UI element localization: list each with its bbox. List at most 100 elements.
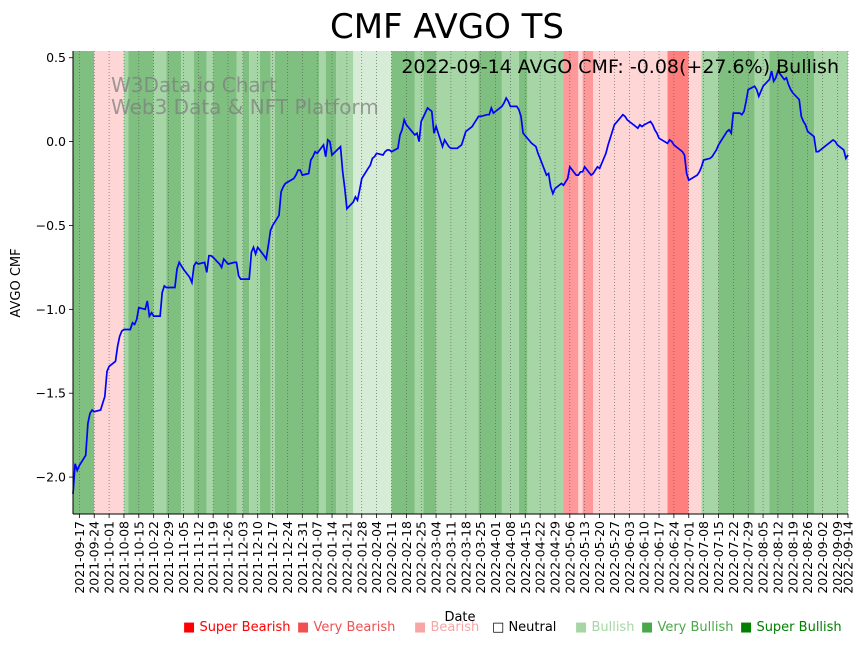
x-tick-label: 2021-10-01 bbox=[102, 521, 117, 594]
regime-band-bullish bbox=[249, 51, 260, 514]
legend: ■ Super Bearish ■ Very Bearish ■ Bearish… bbox=[0, 620, 867, 640]
regime-band-very_bearish bbox=[563, 51, 579, 514]
regime-band-bullish bbox=[814, 51, 848, 514]
legend-label: Bearish bbox=[430, 620, 480, 635]
x-tick-label: 2022-01-21 bbox=[339, 521, 354, 594]
legend-label: Very Bullish bbox=[657, 620, 734, 635]
x-tick-label: 2022-01-14 bbox=[325, 521, 340, 594]
regime-band-bearish bbox=[688, 51, 702, 514]
x-tick-label: 2022-05-06 bbox=[562, 521, 577, 594]
x-tick-label: 2022-09-14 bbox=[841, 521, 856, 594]
chart-title: CMF AVGO TS bbox=[330, 7, 564, 47]
regime-band-very_bullish bbox=[769, 51, 815, 514]
x-tick-label: 2022-06-24 bbox=[666, 521, 681, 594]
regime-band-very_bullish bbox=[718, 51, 755, 514]
legend-marker: ■ bbox=[740, 620, 753, 635]
regime-band-very_bullish bbox=[391, 51, 415, 514]
x-tick-label: 2022-09-09 bbox=[830, 521, 845, 594]
regime-band-very_bearish bbox=[582, 51, 594, 514]
x-tick-label: 2021-12-03 bbox=[235, 521, 250, 594]
x-tick-label: 2022-04-01 bbox=[488, 521, 503, 594]
regime-band-very_bullish bbox=[478, 51, 502, 514]
x-tick-label: 2022-04-15 bbox=[518, 521, 533, 594]
x-tick-label: 2022-03-11 bbox=[443, 521, 458, 594]
x-tick-label: 2022-07-22 bbox=[726, 521, 741, 594]
legend-neutral: □ Neutral bbox=[492, 620, 556, 635]
y-ticks: 0.5 0.0 −0.5 −1.0 −1.5 −2.0 bbox=[36, 50, 73, 485]
x-tick-label: 2022-05-20 bbox=[592, 521, 607, 594]
x-tick-label: 2022-05-27 bbox=[607, 521, 622, 594]
x-tick-label: 2021-11-26 bbox=[221, 521, 236, 594]
legend-marker: ■ bbox=[297, 620, 310, 635]
watermark-line-2: Web3 Data & NFT Platform bbox=[111, 95, 379, 119]
x-tick-label: 2022-03-04 bbox=[429, 521, 444, 594]
x-axis-label: Date bbox=[444, 610, 475, 625]
legend-label: Super Bearish bbox=[199, 620, 291, 635]
x-tick-label: 2022-06-03 bbox=[622, 521, 637, 594]
x-tick-label: 2022-06-10 bbox=[637, 521, 652, 594]
legend-very-bullish: ■ Very Bullish bbox=[641, 620, 734, 635]
x-tick-label: 2021-09-17 bbox=[72, 521, 87, 594]
x-tick-label: 2021-10-15 bbox=[131, 521, 146, 594]
x-tick-label: 2022-03-18 bbox=[458, 521, 473, 594]
x-tick-label: 2021-11-19 bbox=[206, 521, 221, 594]
latest-value-annotation: 2022-09-14 AVGO CMF: -0.08(+27.6%) Bulli… bbox=[401, 56, 839, 78]
legend-marker: □ bbox=[492, 620, 505, 635]
y-tick-label: −0.5 bbox=[36, 218, 66, 233]
y-tick-label: −1.5 bbox=[36, 386, 66, 401]
x-tick-label: 2022-01-07 bbox=[310, 521, 325, 594]
legend-marker: ■ bbox=[575, 620, 588, 635]
y-tick-label: −2.0 bbox=[36, 470, 66, 485]
x-tick-label: 2022-02-18 bbox=[399, 521, 414, 594]
legend-super-bullish: ■ Super Bullish bbox=[740, 620, 842, 635]
regime-band-bullish bbox=[123, 51, 129, 514]
x-tick-label: 2022-04-22 bbox=[533, 521, 548, 594]
legend-marker: ■ bbox=[641, 620, 654, 635]
x-tick-label: 2022-02-25 bbox=[414, 521, 429, 594]
x-tick-label: 2022-08-05 bbox=[756, 521, 771, 594]
x-tick-label: 2022-02-11 bbox=[384, 521, 399, 594]
regime-bands bbox=[73, 51, 848, 514]
watermark-line-1: W3Data.io Chart bbox=[111, 73, 277, 97]
x-tick-label: 2021-10-08 bbox=[116, 521, 131, 594]
legend-label: Neutral bbox=[508, 620, 557, 635]
vertical-grid bbox=[79, 51, 849, 514]
x-tick-label: 2022-08-19 bbox=[785, 521, 800, 594]
x-tick-label: 2021-12-24 bbox=[280, 521, 295, 594]
regime-band-very_bullish bbox=[128, 51, 154, 514]
x-tick-label: 2021-09-24 bbox=[87, 521, 102, 594]
legend-marker: ■ bbox=[414, 620, 427, 635]
x-tick-label: 2022-03-25 bbox=[473, 521, 488, 594]
x-tick-label: 2021-12-17 bbox=[265, 521, 280, 594]
x-tick-label: 2022-01-28 bbox=[354, 521, 369, 594]
x-tick-label: 2022-08-26 bbox=[800, 521, 815, 594]
regime-band-bullish bbox=[436, 51, 479, 514]
x-tick-label: 2021-12-31 bbox=[295, 521, 310, 594]
regime-band-very_bullish bbox=[274, 51, 320, 514]
x-tick-label: 2022-02-04 bbox=[369, 521, 384, 594]
regime-band-bullish bbox=[181, 51, 195, 514]
y-tick-label: −1.0 bbox=[36, 302, 66, 317]
x-tick-label: 2022-07-08 bbox=[696, 521, 711, 594]
x-tick-label: 2022-04-29 bbox=[547, 521, 562, 594]
x-tick-label: 2022-09-02 bbox=[815, 521, 830, 594]
regime-band-neutral_bullish bbox=[353, 51, 392, 514]
regime-band-very_bullish bbox=[194, 51, 207, 514]
x-tick-label: 2022-07-01 bbox=[681, 521, 696, 594]
x-tick-label: 2022-07-29 bbox=[741, 521, 756, 594]
regime-band-bullish bbox=[527, 51, 564, 514]
cmf-series-line bbox=[72, 69, 849, 494]
legend-label: Bullish bbox=[591, 620, 635, 635]
y-axis-label: AVGO CMF bbox=[9, 248, 24, 317]
legend-super-bearish: ■ Super Bearish bbox=[183, 620, 291, 635]
watermark: W3Data.io Chart Web3 Data & NFT Platform bbox=[111, 73, 379, 119]
regime-band-bullish bbox=[336, 51, 354, 514]
y-tick-label: 0.0 bbox=[46, 134, 66, 149]
x-tick-label: 2022-05-13 bbox=[577, 521, 592, 594]
legend-label: Super Bullish bbox=[756, 620, 842, 635]
x-tick-label: 2021-10-29 bbox=[161, 521, 176, 594]
x-tick-label: 2021-10-22 bbox=[146, 521, 161, 594]
regime-band-very_bullish bbox=[518, 51, 528, 514]
regime-band-bullish bbox=[701, 51, 719, 514]
